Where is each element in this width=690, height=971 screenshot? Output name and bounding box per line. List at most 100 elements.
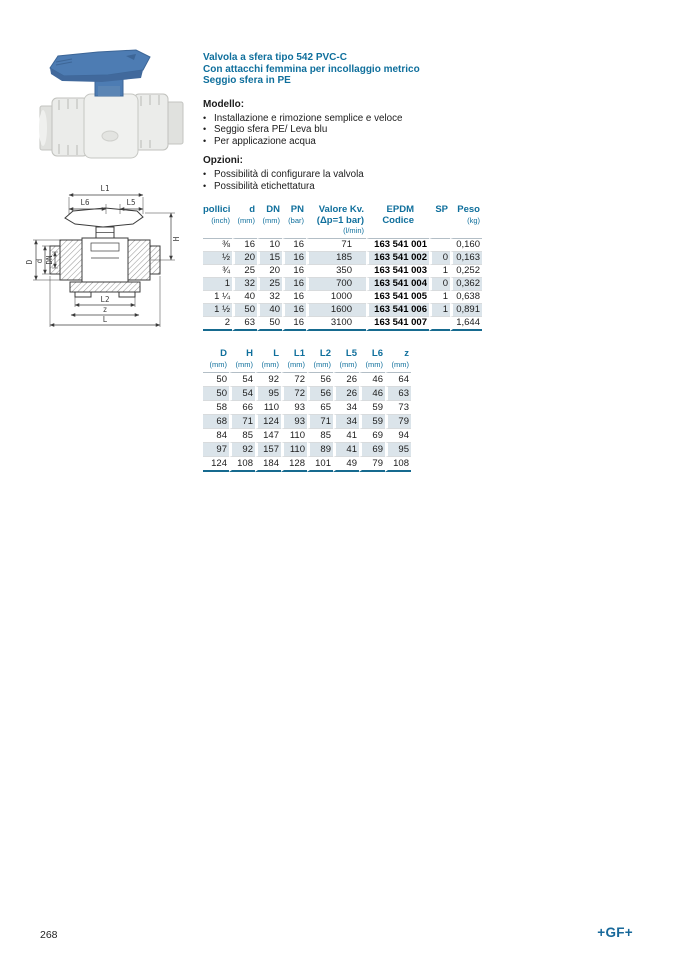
dimension-table-container: D (mm) H (mm) L (mm) L1 (mm) L2 (mm) L5 (mm) L6 (mm) z… <box>203 348 411 472</box>
dim-table-row: 124 108 184 128 101 49 79 108 <box>203 456 411 472</box>
dim-table-cell: 108 <box>229 456 255 472</box>
dim-table-body: 50 54 92 72 56 26 46 64 50 54 95 72 56 26 46 63 58 66 110 9… <box>203 372 411 472</box>
dim-table-cell: 46 <box>359 386 385 401</box>
dim-table-cell: 93 <box>281 400 307 415</box>
dim-table-cell: 101 <box>307 456 333 472</box>
technical-drawing: L1 L6 L5 H D d <box>25 180 185 328</box>
dim-table-cell: 34 <box>333 400 359 415</box>
dim-table-cell: 68 <box>203 414 229 429</box>
spec-table-cell: 0,160 <box>450 239 482 252</box>
product-title-line3: Seggio sfera in PE <box>203 75 291 86</box>
spec-column-header: DN (mm) <box>257 204 282 239</box>
model-bullet-list: • Installazione e rimozione semplice e ve… <box>203 113 503 148</box>
dim-table-cell: 95 <box>255 386 281 401</box>
drawing-label-l6: L6 <box>80 198 90 207</box>
dim-table-cell: 95 <box>385 442 411 457</box>
dim-table-cell: 128 <box>281 456 307 472</box>
spec-table-cell: 40 <box>232 291 257 304</box>
product-photo <box>38 48 188 170</box>
spec-table-cell: 16 <box>282 239 306 252</box>
gf-logo: +GF+ <box>597 925 633 940</box>
spec-table-container: pollici (inch) d (mm) DN (mm) PN (bar) Valore Kv… <box>203 204 482 331</box>
dim-table-row: 50 54 95 72 56 26 46 63 <box>203 386 411 401</box>
dim-table-cell: 110 <box>281 442 307 457</box>
spec-table: pollici (inch) d (mm) DN (mm) PN (bar) Valore Kv… <box>203 204 482 331</box>
model-bullet: • Installazione e rimozione semplice e ve… <box>203 113 503 125</box>
options-heading: Opzioni: <box>203 155 243 166</box>
spec-table-cell: 16 <box>282 265 306 278</box>
drawing-label-d-inner: d <box>35 259 44 264</box>
dim-table-cell: 93 <box>281 414 307 429</box>
spec-table-cell: 20 <box>232 252 257 265</box>
spec-table-cell: 163 541 001 <box>366 239 429 252</box>
dim-table-head-row: D (mm) H (mm) L (mm) L1 (mm) L2 (mm) L5 (mm) L6 (mm) z… <box>203 348 411 373</box>
options-bullet-text: Possibilità etichettatura <box>214 180 315 192</box>
spec-table-cell: 63 <box>232 317 257 331</box>
spec-table-row: ¾ 25 20 16 350 163 541 003 1 0,252 <box>203 265 482 278</box>
dim-table-cell: 50 <box>203 386 229 401</box>
dim-table-cell: 41 <box>333 428 359 443</box>
spec-table-cell: 1,644 <box>450 317 482 331</box>
dim-table-cell: 108 <box>385 456 411 472</box>
drawing-label-dn: DN <box>45 255 54 264</box>
dim-table-cell: 110 <box>255 400 281 415</box>
dim-table-cell: 94 <box>385 428 411 443</box>
spec-table-cell: 50 <box>232 304 257 317</box>
dim-table-cell: 157 <box>255 442 281 457</box>
dim-table-cell: 50 <box>203 373 229 387</box>
dim-table-cell: 72 <box>281 386 307 401</box>
model-bullet: • Per applicazione acqua <box>203 136 503 148</box>
spec-table-row: 2 63 50 16 3100 163 541 007 1,644 <box>203 317 482 331</box>
options-bullet: • Possibilità etichettatura <box>203 181 503 193</box>
dim-table-cell: 34 <box>333 414 359 429</box>
dim-table-cell: 63 <box>385 386 411 401</box>
spec-table-cell: 25 <box>257 278 282 291</box>
spec-table-cell: 20 <box>257 265 282 278</box>
spec-table-cell: 0,638 <box>450 291 482 304</box>
dim-column-header: L5 (mm) <box>333 348 359 373</box>
dim-column-header: L2 (mm) <box>307 348 333 373</box>
product-title-line1: Valvola a sfera tipo 542 PVC-C <box>203 52 347 63</box>
dim-table-row: 97 92 157 110 89 41 69 95 <box>203 442 411 457</box>
spec-column-header: Valore Kv. (Δp=1 bar) (l/min) <box>306 204 366 239</box>
drawing-label-h: H <box>172 236 181 241</box>
spec-table-cell: 1 ½ <box>203 304 232 317</box>
spec-table-cell: 163 541 003 <box>366 265 429 278</box>
dim-column-header: L1 (mm) <box>281 348 307 373</box>
spec-table-cell: 0 <box>429 252 450 265</box>
dim-table-cell: 85 <box>229 428 255 443</box>
spec-table-cell: 163 541 004 <box>366 278 429 291</box>
spec-table-body: ⅜ 16 10 16 71 163 541 001 0,160 ½ 20 15 16 185 163 5… <box>203 239 482 331</box>
spec-table-cell: ⅜ <box>203 239 232 252</box>
bullet-icon: • <box>203 180 207 191</box>
dim-table-row: 58 66 110 93 65 34 59 73 <box>203 400 411 415</box>
drawing-label-z: z <box>103 305 108 314</box>
spec-table-cell: ¾ <box>203 265 232 278</box>
product-title-line2: Con attacchi femmina per incollaggio met… <box>203 63 420 75</box>
dim-table-cell: 84 <box>203 429 229 443</box>
spec-table-cell: 16 <box>282 278 306 291</box>
spec-table-cell: 1 <box>429 265 450 278</box>
dim-table-cell: 41 <box>333 442 359 457</box>
drawing-label-l5: L5 <box>126 198 135 207</box>
spec-table-cell: 32 <box>232 278 257 291</box>
spec-table-cell: 25 <box>232 265 257 278</box>
spec-column-header: d (mm) <box>232 204 257 239</box>
spec-table-cell: 185 <box>306 252 366 265</box>
options-bullet-text: Possibilità di configurare la valvola <box>214 169 364 180</box>
spec-table-cell: 0 <box>429 278 450 291</box>
dim-table-cell: 79 <box>359 456 385 472</box>
dim-table-cell: 56 <box>307 386 333 401</box>
dim-table-cell: 92 <box>255 372 281 387</box>
spec-table-cell: 0,252 <box>450 265 482 278</box>
bullet-icon: • <box>203 169 207 179</box>
spec-table-row: 1 ¼ 40 32 16 1000 163 541 005 1 0,638 <box>203 291 482 304</box>
dim-table-cell: 26 <box>333 386 359 401</box>
bullet-icon: • <box>203 124 207 134</box>
model-bullet: • Seggio sfera PE/ Leva blu <box>203 124 503 136</box>
spec-table-row: 1 ½ 50 40 16 1600 163 541 006 1 0,891 <box>203 304 482 317</box>
spec-column-header: Peso (kg) <box>450 204 482 239</box>
dim-table-row: 50 54 92 72 56 26 46 64 <box>203 372 411 387</box>
spec-table-cell: 16 <box>282 291 306 304</box>
spec-table-cell: 700 <box>306 278 366 291</box>
